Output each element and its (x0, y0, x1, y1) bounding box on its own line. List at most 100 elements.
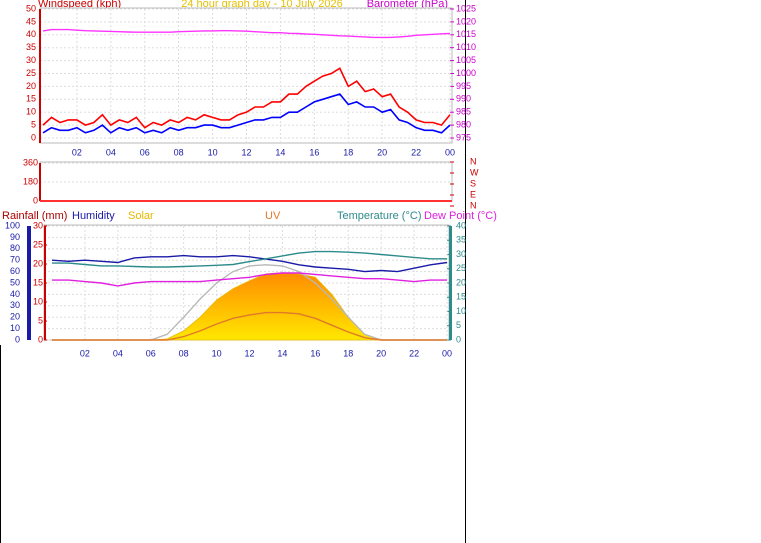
y-tick-label: 50 (10, 277, 20, 287)
x-tick-label: 04 (113, 348, 123, 358)
y2-tick-label: 995 (456, 81, 471, 91)
y2-tick-label: 975 (456, 132, 471, 142)
series-line (42, 93, 451, 134)
y3-tick-label: 25 (33, 239, 43, 249)
y-tick-label: 5 (31, 119, 36, 129)
y2-tick-label: 1010 (456, 42, 476, 52)
y2-tick-label: 20 (456, 277, 466, 287)
y-tick-label: 180 (23, 176, 38, 186)
x-tick-label: 06 (140, 147, 150, 157)
y3-tick-label: 30 (33, 220, 43, 230)
y2-tick-label: 1025 (456, 3, 476, 13)
x-tick-label: 00 (442, 348, 452, 358)
y2-tick-label: 30 (456, 249, 466, 259)
x-tick-label: 14 (277, 348, 287, 358)
y2-tick-label: 15 (456, 292, 466, 302)
x-tick-label: 18 (343, 147, 353, 157)
rain-axis-bar (44, 226, 46, 340)
y2-tick-label: 40 (456, 220, 466, 230)
y-tick-label: 20 (26, 81, 36, 91)
y-tick-label: 30 (10, 300, 20, 310)
y2-tick-label: 5 (456, 320, 461, 330)
y3-tick-label: 10 (33, 296, 43, 306)
y2-tick-label: 985 (456, 107, 471, 117)
x-tick-label: 00 (445, 147, 455, 157)
x-tick-label: 16 (310, 348, 320, 358)
legend-entry: Humidity (72, 210, 115, 222)
series-line (52, 272, 447, 287)
y2-tick-label: N (470, 200, 477, 210)
x-tick-label: 12 (244, 348, 254, 358)
y-tick-label: 100 (5, 220, 20, 230)
y3-axis-label: Rainfall (mm) (2, 210, 67, 222)
series-line (52, 250, 447, 268)
y2-tick-label: 25 (456, 263, 466, 273)
y-tick-label: 90 (10, 232, 20, 242)
y3-tick-label: 0 (38, 334, 43, 344)
series-line (52, 311, 447, 341)
x-tick-label: 10 (212, 348, 222, 358)
y-tick-label: 0 (33, 195, 38, 205)
y-tick-label: 70 (10, 255, 20, 265)
x-tick-label: 02 (80, 348, 90, 358)
y2-tick-label: 1000 (456, 68, 476, 78)
x-tick-label: 18 (343, 348, 353, 358)
series-line (42, 67, 451, 129)
x-tick-label: 02 (72, 147, 82, 157)
x-tick-label: 06 (146, 348, 156, 358)
y2-tick-label: 1005 (456, 55, 476, 65)
y-tick-label: 10 (26, 107, 36, 117)
y2-tick-label: 1020 (456, 16, 476, 26)
y2-tick-label: 0 (456, 334, 461, 344)
x-tick-label: 16 (309, 147, 319, 157)
series-line (42, 28, 451, 39)
y2-tick-label: 980 (456, 119, 471, 129)
y-tick-label: 40 (10, 289, 20, 299)
x-tick-label: 08 (174, 147, 184, 157)
y3-tick-label: 20 (33, 258, 43, 268)
x-tick-label: 08 (179, 348, 189, 358)
x-tick-label: 22 (411, 147, 421, 157)
legend-entry: Temperature (°C) (337, 210, 421, 222)
y-tick-label: 20 (10, 312, 20, 322)
x-tick-label: 20 (376, 348, 386, 358)
series-line (51, 254, 448, 273)
y-tick-label: 0 (31, 132, 36, 142)
x-tick-label: 04 (106, 147, 116, 157)
y2-axis-label: Barometer (hPa) (367, 0, 448, 10)
y-tick-label: 40 (26, 29, 36, 39)
y2-tick-label: 990 (456, 94, 471, 104)
y-tick-label: 0 (15, 334, 20, 344)
y3-tick-label: 15 (33, 277, 43, 287)
x-tick-label: 12 (241, 147, 251, 157)
y2-tick-label: 10 (456, 306, 466, 316)
y-tick-label: 15 (26, 94, 36, 104)
y-tick-label: 45 (26, 16, 36, 26)
y-tick-label: 35 (26, 42, 36, 52)
x-tick-label: 22 (409, 348, 419, 358)
y-tick-label: 60 (10, 266, 20, 276)
y-tick-label: 25 (26, 68, 36, 78)
x-tick-label: 14 (275, 147, 285, 157)
humidity-axis-bar (27, 226, 31, 340)
y2-tick-label: N (470, 156, 477, 166)
y-tick-label: 360 (23, 157, 38, 167)
x-tick-label: 10 (208, 147, 218, 157)
legend-entry: Dew Point (°C) (424, 210, 497, 222)
y-tick-label: 30 (26, 55, 36, 65)
y2-tick-label: E (470, 189, 476, 199)
x-tick-label: 20 (377, 147, 387, 157)
y-axis-bar (39, 163, 41, 201)
chart-title: 24 hour graph day - 10 July 2026 (181, 0, 342, 10)
legend-entry: Solar (128, 210, 154, 222)
y2-tick-label: S (470, 178, 476, 188)
y-axis-label: Windspeed (kph) (38, 0, 121, 10)
y2-tick-label: 35 (456, 235, 466, 245)
y2-tick-label: 1015 (456, 29, 476, 39)
y-tick-label: 80 (10, 243, 20, 253)
y-axis-bar (39, 9, 41, 143)
y3-tick-label: 5 (38, 315, 43, 325)
y-tick-label: 10 (10, 323, 20, 333)
y-tick-label: 50 (26, 3, 36, 13)
